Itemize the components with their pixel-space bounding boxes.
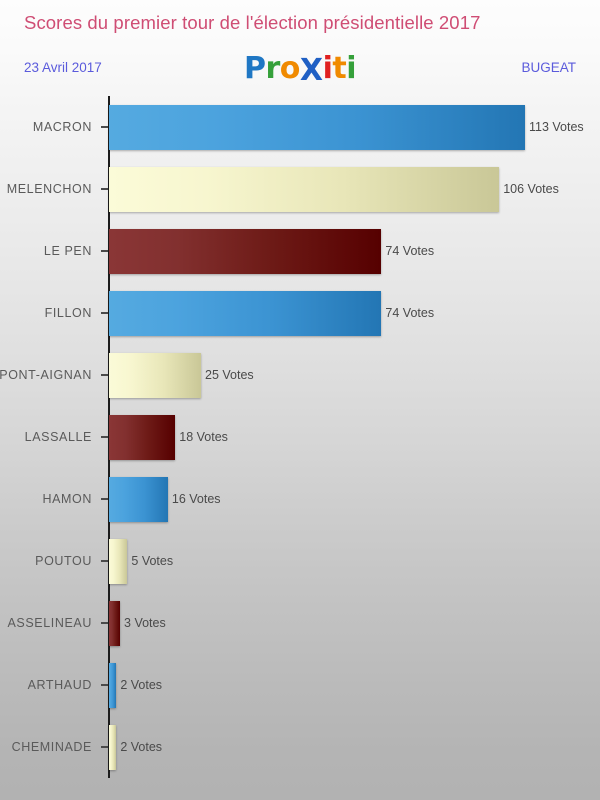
vote-bar[interactable] [109,414,176,460]
candidate-label: LE PEN [43,244,92,258]
bar-row: HAMON 16 Votes [0,468,600,530]
logo-letter-x: X [299,53,323,88]
votes-bar-chart: MACRON 113 Votes MELENCHON 106 Votes LE PEN 7… [0,96,600,786]
logo-letter-i1: i [322,51,333,86]
candidate-label: MACRON [32,120,92,134]
vote-count-label: 5 Votes [131,554,174,568]
candidate-label: LASSALLE [24,430,92,444]
candidate-label: HAMON [42,492,92,506]
vote-bar[interactable] [109,662,117,708]
logo-letter-r: r [265,51,281,86]
proxiti-logo[interactable]: ProXiti [0,51,600,88]
vote-bar[interactable] [109,600,121,646]
candidate-label: ARTHAUD [27,678,92,692]
axis-tick [101,746,108,748]
candidate-label: CHEMINADE [11,740,92,754]
bar-row: MACRON 113 Votes [0,96,600,158]
vote-count-label: 113 Votes [529,120,584,134]
logo-letter-p: P [244,51,266,86]
axis-tick [101,498,108,500]
axis-tick [101,684,108,686]
value-axis-line [108,96,110,778]
bar-row: POUTOU 5 Votes [0,530,600,592]
vote-bar[interactable] [109,476,168,522]
candidate-label: DUPONT-AIGNAN [0,368,92,382]
bar-row: LE PEN 74 Votes [0,220,600,282]
bar-row: CHEMINADE 2 Votes [0,716,600,778]
axis-tick [101,622,108,624]
logo-letter-i2: i [346,51,356,86]
axis-tick [101,188,108,190]
vote-bar[interactable] [109,104,525,150]
vote-count-label: 106 Votes [503,182,559,196]
vote-bar[interactable] [109,538,128,584]
page-title: Scores du premier tour de l'élection pré… [24,12,481,33]
vote-bar[interactable] [109,352,202,398]
candidate-label: MELENCHON [6,182,92,196]
vote-bar[interactable] [109,724,117,770]
axis-tick [101,374,108,376]
axis-tick [101,312,108,314]
election-date: 23 Avril 2017 [24,60,102,75]
bar-row: ARTHAUD 2 Votes [0,654,600,716]
vote-count-label: 74 Votes [385,244,435,258]
candidate-label: FILLON [44,306,92,320]
bar-row: LASSALLE 18 Votes [0,406,600,468]
vote-count-label: 74 Votes [385,306,435,320]
vote-bar[interactable] [109,166,500,212]
vote-count-label: 2 Votes [120,678,163,692]
vote-bar[interactable] [109,290,382,336]
bar-row: MELENCHON 106 Votes [0,158,600,220]
candidate-label: ASSELINEAU [7,616,92,630]
candidate-label: POUTOU [35,554,92,568]
vote-count-label: 16 Votes [171,492,221,506]
axis-tick [101,126,108,128]
vote-bar[interactable] [109,228,382,274]
vote-count-label: 18 Votes [179,430,228,444]
logo-letter-t: t [332,51,347,86]
axis-tick [101,560,108,562]
header-meta-bar: 23 Avril 2017 ProXiti BUGEAT [0,52,600,88]
vote-count-label: 25 Votes [205,368,254,382]
vote-count-label: 2 Votes [120,740,163,754]
bar-row: DUPONT-AIGNAN 25 Votes [0,344,600,406]
vote-count-label: 3 Votes [124,616,166,630]
logo-letter-o: o [279,51,301,86]
bar-row: FILLON 74 Votes [0,282,600,344]
axis-tick [101,250,108,252]
bar-row: ASSELINEAU 3 Votes [0,592,600,654]
axis-tick [101,436,108,438]
commune-name: BUGEAT [521,60,576,75]
